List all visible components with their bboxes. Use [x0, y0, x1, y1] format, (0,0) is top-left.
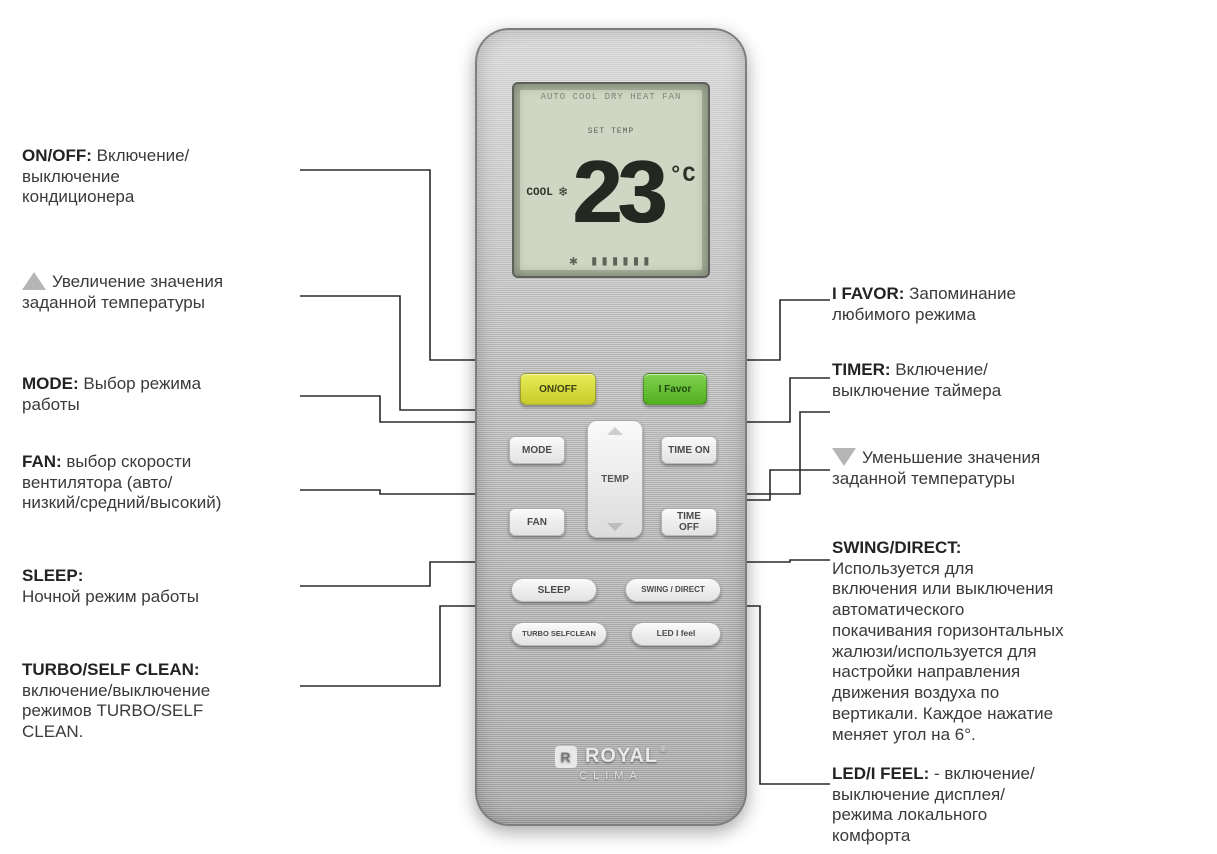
callout-onoff: ON/OFF: Включение/выключениекондиционера [22, 146, 189, 208]
temp-label: TEMP [601, 474, 629, 485]
lcd-temperature: 23 [573, 157, 663, 227]
timeon-button[interactable]: TIME ON [661, 436, 717, 464]
mode-button[interactable]: MODE [509, 436, 565, 464]
fan-button[interactable]: FAN [509, 508, 565, 536]
callout-down: Уменьшение значениязаданной температуры [832, 448, 1040, 489]
timeoff-button[interactable]: TIME OFF [661, 508, 717, 536]
callout-timer: TIMER: Включение/выключение таймера [832, 360, 1001, 401]
lcd-main: COOL ❄ 23 °C [524, 157, 698, 227]
snowflake-icon: ❄ [559, 184, 567, 201]
callout-turbo: TURBO/SELF CLEAN:включение/выключениереж… [22, 660, 210, 743]
lcd-settemp: SET TEMP [524, 127, 698, 136]
turbo-button[interactable]: TURBO SELFCLEAN [511, 622, 607, 646]
chevron-up-icon [607, 427, 623, 435]
lcd-mode: COOL [526, 187, 552, 199]
callout-sleep: SLEEP:Ночной режим работы [22, 566, 199, 607]
lcd-unit: °C [669, 163, 695, 188]
brand-block: R ROYAL® CLIMA [555, 745, 667, 782]
remote-body: AUTO COOL DRY HEAT FAN SET TEMP COOL ❄ 2… [475, 28, 747, 826]
triangle-up-icon [22, 272, 46, 290]
chevron-down-icon [607, 523, 623, 531]
sleep-button[interactable]: SLEEP [511, 578, 597, 602]
brand-sub: CLIMA [555, 770, 667, 782]
callout-led: LED/I FEEL: - включение/выключение диспл… [832, 764, 1035, 847]
led-button[interactable]: LED I feel [631, 622, 721, 646]
onoff-button[interactable]: ON/OFF [520, 373, 596, 405]
callout-fan: FAN: выбор скоростивентилятора (авто/низ… [22, 452, 221, 514]
lcd-screen: AUTO COOL DRY HEAT FAN SET TEMP COOL ❄ 2… [512, 82, 710, 278]
brand-logo-icon: R [555, 746, 577, 768]
triangle-down-icon [832, 448, 856, 466]
callout-swing: SWING/DIRECT:Используется длявключения и… [832, 538, 1064, 745]
callout-up: Увеличение значениязаданной температуры [22, 272, 223, 313]
lcd-top-row: AUTO COOL DRY HEAT FAN [524, 92, 698, 102]
temp-rocker[interactable]: TEMP [587, 420, 643, 538]
brand-name: ROYAL® [585, 745, 667, 768]
ifavor-button[interactable]: I Favor [643, 373, 707, 405]
callout-ifavor: I FAVOR: Запоминаниелюбимого режима [832, 284, 1016, 325]
swing-button[interactable]: SWING / DIRECT [625, 578, 721, 602]
lcd-fan-row: ✱ ▮▮▮▮▮▮ [524, 253, 698, 270]
callout-mode: MODE: Выбор режимаработы [22, 374, 201, 415]
